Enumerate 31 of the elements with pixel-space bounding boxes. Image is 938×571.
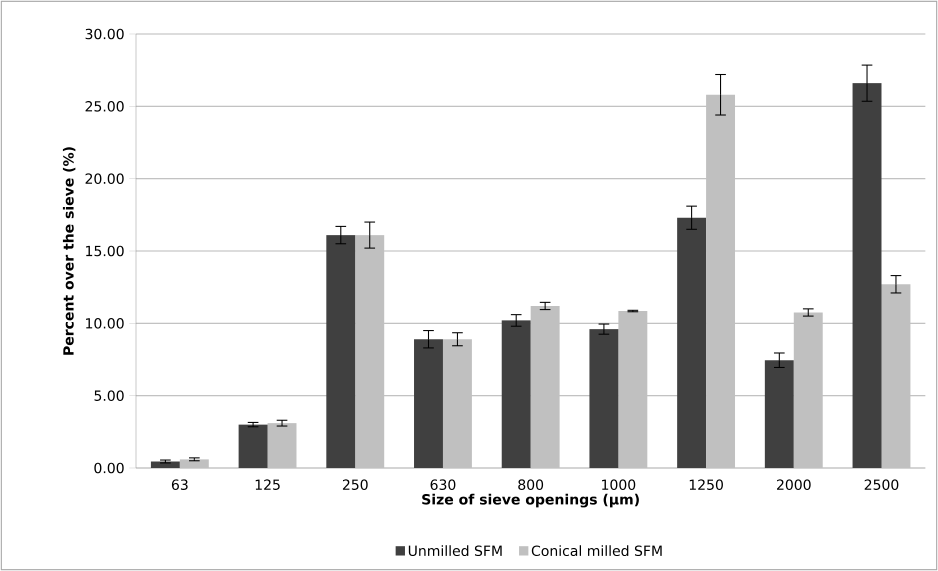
bar [764, 360, 794, 468]
bar [150, 461, 180, 468]
x-tick-label: 2000 [776, 479, 811, 490]
x-tick-label: 63 [172, 479, 188, 490]
x-tick-label: 1000 [602, 479, 636, 490]
bar [180, 459, 209, 468]
y-tick-label: 5.00 [94, 390, 124, 401]
bar [852, 83, 882, 468]
x-tick-label: 125 [256, 479, 280, 490]
legend-label: Unmilled SFM [408, 545, 502, 556]
y-axis-title: Percent over the sieve (%) [62, 147, 76, 355]
y-tick-label: 30.00 [86, 28, 124, 40]
x-tick-label: 630 [430, 479, 456, 490]
bar [589, 329, 618, 468]
bar [326, 235, 356, 468]
y-tick-label: 0.00 [94, 462, 124, 474]
x-axis-title: Size of sieve openings (µm) [422, 494, 639, 508]
bar [414, 339, 443, 468]
bar [502, 320, 531, 468]
legend-label: Conical milled SFM [532, 545, 662, 556]
y-tick-label: 15.00 [86, 246, 124, 256]
bar [238, 424, 268, 468]
x-tick-label: 250 [342, 479, 368, 490]
x-tick-label: 800 [518, 479, 544, 490]
x-tick-label: 2500 [864, 479, 898, 490]
y-tick-label: 10.00 [86, 318, 124, 329]
y-tick-label: 20.00 [86, 173, 124, 184]
y-tick-label: 25.00 [86, 101, 124, 112]
bar [268, 423, 296, 468]
x-tick-label: 1250 [690, 479, 723, 490]
bar [677, 218, 706, 468]
